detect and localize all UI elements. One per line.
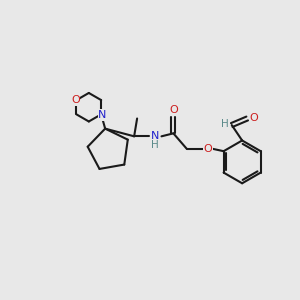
- Text: H: H: [151, 140, 159, 150]
- Text: O: O: [169, 106, 178, 116]
- Text: H: H: [221, 119, 229, 129]
- Text: O: O: [204, 144, 212, 154]
- Text: O: O: [71, 95, 80, 105]
- Text: N: N: [151, 131, 159, 141]
- Text: O: O: [249, 113, 258, 124]
- Text: N: N: [98, 110, 106, 120]
